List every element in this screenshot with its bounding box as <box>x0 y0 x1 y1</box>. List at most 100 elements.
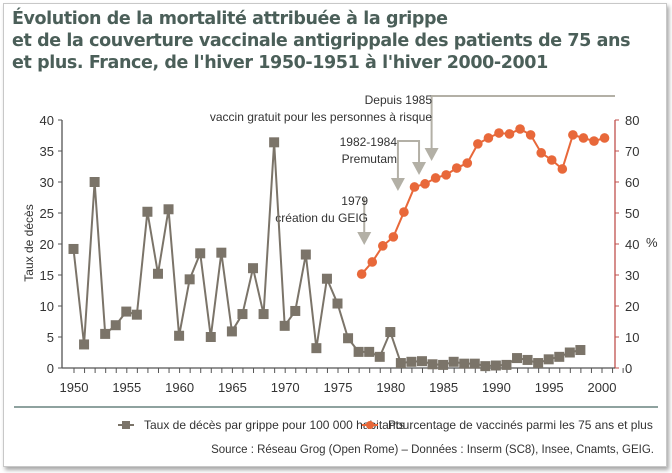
title-line-1: Évolution de la mortalité attribuée à la… <box>12 9 448 29</box>
mortality-point <box>205 332 216 342</box>
mortality-point <box>68 243 79 254</box>
mortality-point <box>343 333 354 344</box>
x-tick-label: 1990 <box>482 380 511 395</box>
y-left-tick-label: 20 <box>40 237 54 252</box>
mortality-point <box>89 177 100 187</box>
vaccination-point <box>367 257 378 267</box>
mortality-point <box>416 356 427 367</box>
y-right-tick-label: 10 <box>625 330 639 345</box>
y-left-tick-label: 5 <box>47 330 54 345</box>
mortality-point <box>311 343 322 354</box>
y-right-tick-label: 50 <box>625 206 639 221</box>
vaccination-point <box>409 182 420 192</box>
vaccination-point <box>378 241 388 251</box>
x-tick-label: 1975 <box>324 380 353 395</box>
mortality-point <box>184 274 195 285</box>
mortality-point <box>469 358 480 369</box>
vaccination-series <box>356 124 610 279</box>
y-left-tick-label: 10 <box>40 299 54 314</box>
y-right-tick-label: 70 <box>625 144 639 159</box>
legend-item-vaccination: Pourcentage de vaccinés parmi les 75 ans… <box>362 418 653 432</box>
mortality-point <box>406 356 417 367</box>
mortality-point <box>385 327 396 338</box>
mortality-point <box>110 320 121 331</box>
mortality-point <box>332 298 343 309</box>
vaccination-point <box>546 155 557 165</box>
mortality-point <box>364 346 375 357</box>
vaccination-point <box>399 207 409 217</box>
mortality-point <box>374 351 385 362</box>
y-axis-right-label: % <box>646 235 658 250</box>
annotation-gratuit-text: vaccin gratuit pour les personnes à risq… <box>210 110 432 124</box>
mortality-point <box>290 305 301 316</box>
x-tick-label: 1985 <box>429 380 458 395</box>
y-left-tick-label: 0 <box>47 361 54 376</box>
mortality-point <box>226 326 237 337</box>
bracket-gratuit <box>430 95 615 148</box>
vaccination-point <box>494 128 504 138</box>
mortality-point <box>237 309 248 320</box>
mortality-point <box>279 320 290 331</box>
vaccination-point <box>430 173 441 183</box>
mortality-point <box>564 347 575 358</box>
mortality-point <box>353 346 364 357</box>
vaccination-point <box>441 170 451 180</box>
axes: 0 5 10 15 20 25 30 35 40 0 10 20 30 40 50 60 70 80 1950 195… <box>40 113 640 395</box>
legend-label-mortality: Taux de décès par grippe pour 100 000 ha… <box>144 418 405 432</box>
y-right-tick-label: 0 <box>625 361 632 376</box>
vaccination-point <box>473 139 483 149</box>
vaccination-point <box>536 148 546 158</box>
arrow-premutam-head-1 <box>390 178 405 191</box>
vaccination-point <box>515 124 525 134</box>
y-right-tick-label: 60 <box>625 175 639 190</box>
mortality-line <box>72 142 581 368</box>
mortality-point <box>427 359 438 370</box>
y-right-tick-label: 80 <box>625 113 639 128</box>
annotation-geig-text: création du GEIG <box>275 211 368 225</box>
vaccination-point <box>388 232 399 242</box>
vaccination-point <box>557 164 568 174</box>
mortality-point <box>174 330 185 341</box>
mortality-point <box>395 358 406 369</box>
mortality-point <box>152 268 163 279</box>
y-left-tick-label: 40 <box>40 113 54 128</box>
mortality-point <box>195 248 206 259</box>
legend-item-mortality: Taux de décès par grippe pour 100 000 ha… <box>118 418 405 432</box>
x-tick-label: 2000 <box>588 380 617 395</box>
legend-label-vaccination: Pourcentage de vaccinés parmi les 75 ans… <box>388 418 653 432</box>
x-tick-label: 1980 <box>376 380 405 395</box>
y-right-tick-label: 20 <box>625 299 639 314</box>
mortality-point <box>480 361 491 372</box>
vaccination-point <box>462 158 473 168</box>
legend-square-marker <box>122 421 130 429</box>
mortality-point <box>448 356 459 367</box>
vaccination-point <box>599 133 610 143</box>
legend-circle-marker <box>366 421 374 429</box>
mortality-point <box>248 263 259 274</box>
vaccination-point <box>578 133 589 143</box>
bracket-premutam <box>396 140 421 178</box>
x-tick-label: 1995 <box>535 380 564 395</box>
mortality-point <box>121 306 132 317</box>
mortality-point <box>554 351 565 362</box>
legend: Taux de décès par grippe pour 100 000 ha… <box>118 418 653 432</box>
arrow-premutam-head-2 <box>412 162 427 175</box>
annotations: 1979 création du GEIG 1982-1984 Premutam Dep… <box>210 93 615 245</box>
y-left-tick-label: 35 <box>40 144 54 159</box>
y-left-tick-label: 25 <box>40 206 54 221</box>
mortality-series <box>68 137 586 372</box>
vaccination-point <box>483 133 494 143</box>
mortality-point <box>79 339 90 350</box>
mortality-point <box>575 345 586 356</box>
mortality-point <box>490 360 501 371</box>
source-note: Source : Réseau Grog (Open Rome) – Donné… <box>211 444 654 456</box>
x-tick-label: 1950 <box>60 380 89 395</box>
mortality-point <box>131 309 142 320</box>
mortality-point <box>258 309 269 320</box>
mortality-point <box>512 353 523 364</box>
mortality-point <box>100 328 111 339</box>
y-left-tick-label: 30 <box>40 175 54 190</box>
annotation-gratuit-text: Depuis 1985 <box>365 93 433 107</box>
mortality-point <box>533 358 544 369</box>
